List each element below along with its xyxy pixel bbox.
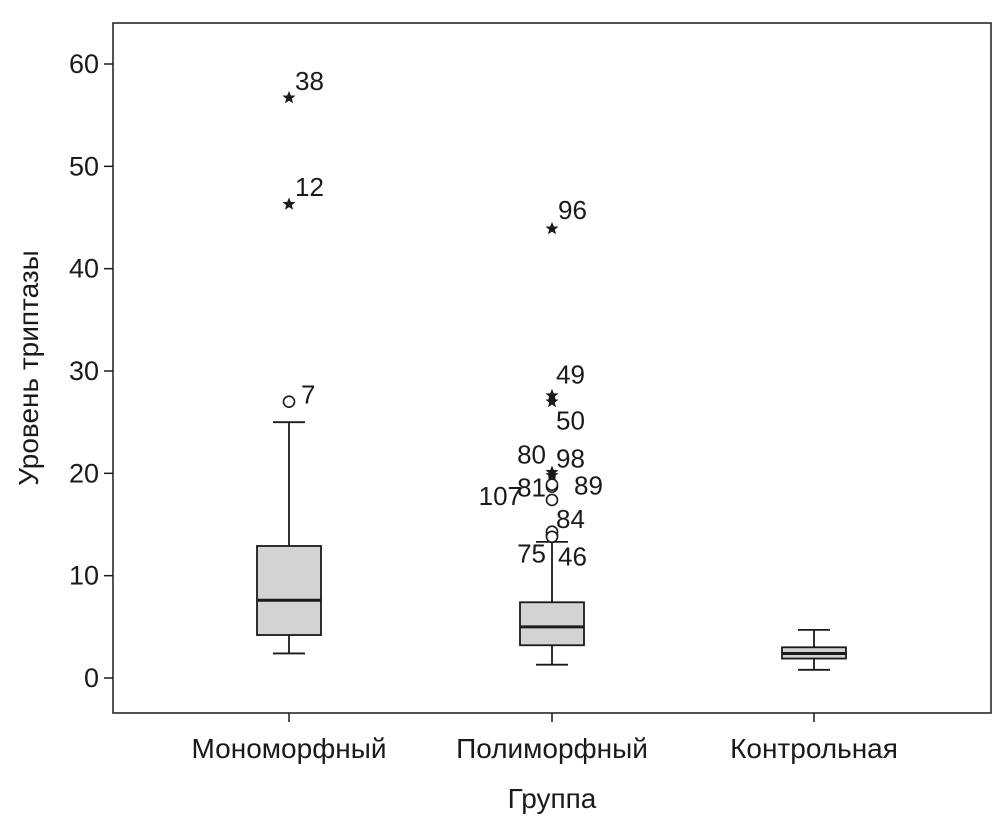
outlier-label: 81 [517, 473, 546, 503]
outlier-star [545, 394, 559, 408]
x-tick-label: Полиморфный [456, 733, 648, 764]
outlier-label: 89 [574, 471, 603, 501]
box-group [256, 421, 322, 655]
outlier-star [545, 388, 559, 402]
y-axis: 0 10 20 30 40 50 60 [69, 49, 113, 693]
outlier-circle [545, 493, 559, 507]
outlier-circle [545, 478, 559, 491]
outlier-star [545, 465, 559, 478]
outlier-label: 98 [556, 443, 585, 473]
outlier-circle [282, 395, 296, 409]
outlier-label: 96 [558, 195, 587, 225]
x-axis-title: Группа [508, 783, 597, 814]
x-tick-label: Контрольная [730, 733, 898, 764]
outlier-label: 38 [295, 66, 324, 96]
outlier-label: 12 [295, 172, 324, 202]
outlier-label: 49 [556, 360, 585, 390]
y-axis-title: Уровень триптазы [13, 250, 44, 486]
outlier-label: 7 [301, 380, 315, 410]
y-tick-label: 30 [69, 356, 99, 386]
outlier-label: 80 [517, 439, 546, 469]
outlier-label: 107 [479, 481, 522, 511]
y-tick-label: 0 [84, 663, 99, 693]
outlier-label: 75 [517, 539, 546, 569]
box-group [519, 540, 585, 666]
outlier-star [282, 197, 296, 210]
box-iqr [256, 545, 322, 636]
outlier-label: 46 [558, 542, 587, 572]
y-tick-label: 40 [69, 254, 99, 284]
y-tick-label: 60 [69, 49, 99, 79]
outlier-label: 50 [556, 406, 585, 436]
y-tick-label: 20 [69, 458, 99, 488]
y-tick-label: 50 [69, 151, 99, 181]
outlier-star [282, 90, 296, 104]
box-iqr [519, 601, 585, 647]
y-tick-label: 10 [69, 561, 99, 591]
x-axis: Мономорфный Полиморфный Контрольная [192, 713, 898, 764]
boxes [256, 421, 847, 671]
outlier-star [545, 221, 559, 235]
outlier-label: 84 [556, 504, 585, 534]
box-group [781, 629, 847, 671]
x-tick-label: Мономорфный [192, 733, 387, 764]
outlier-circle [545, 530, 559, 544]
